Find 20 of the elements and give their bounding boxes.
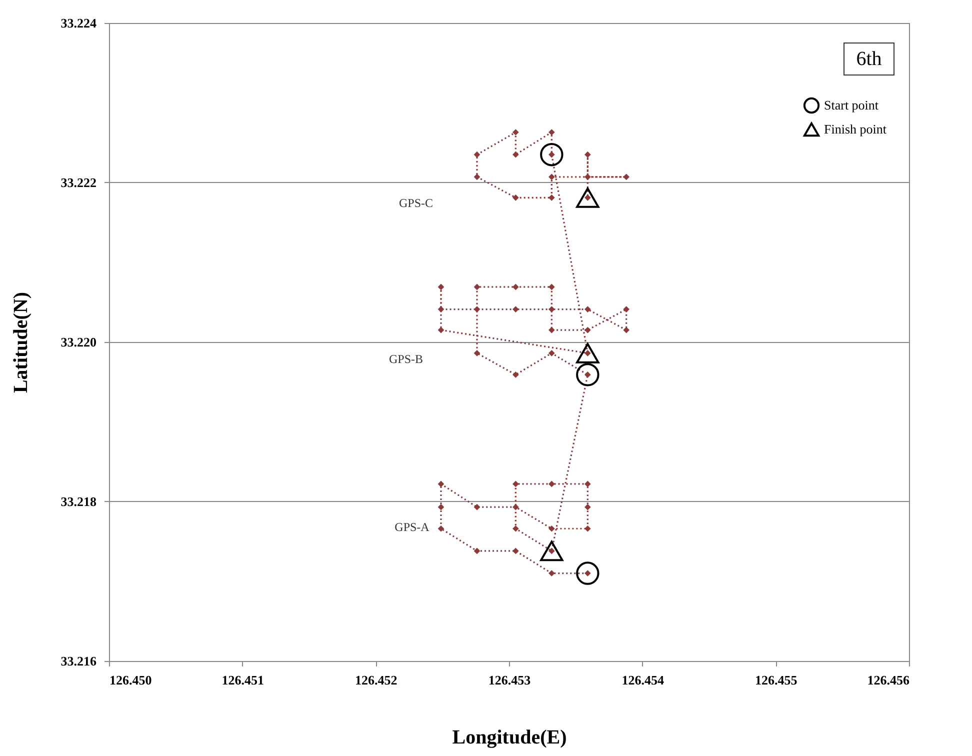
x-tick-label: 126.454 xyxy=(622,672,664,688)
x-axis-title: Longitude(E) xyxy=(452,726,567,748)
y-tick-label: 33.216 xyxy=(60,654,97,668)
annotation: GPS-C xyxy=(398,196,434,210)
annotation: GPS-A xyxy=(394,520,430,534)
annotation: GPS-B xyxy=(388,352,424,366)
y-axis-title: Latitude(N) xyxy=(10,292,32,394)
y-tick-label: 33.220 xyxy=(60,334,96,350)
x-tick-label: 126.452 xyxy=(355,672,398,688)
x-tick-label: 126.455 xyxy=(755,672,798,688)
legend-title: 6th xyxy=(856,48,882,70)
x-tick-label: 126.450 xyxy=(110,672,152,688)
legend-label: Start point xyxy=(824,98,879,112)
x-tick-label: 126.451 xyxy=(222,672,264,688)
legend-label: Finish point xyxy=(824,122,887,136)
x-tick-label: 126.456 xyxy=(867,672,910,688)
x-tick-label: 126.453 xyxy=(488,672,532,688)
y-tick-label: 33.218 xyxy=(60,494,97,509)
y-tick-label: 33.222 xyxy=(60,175,96,190)
y-tick-label: 33.224 xyxy=(60,16,97,30)
